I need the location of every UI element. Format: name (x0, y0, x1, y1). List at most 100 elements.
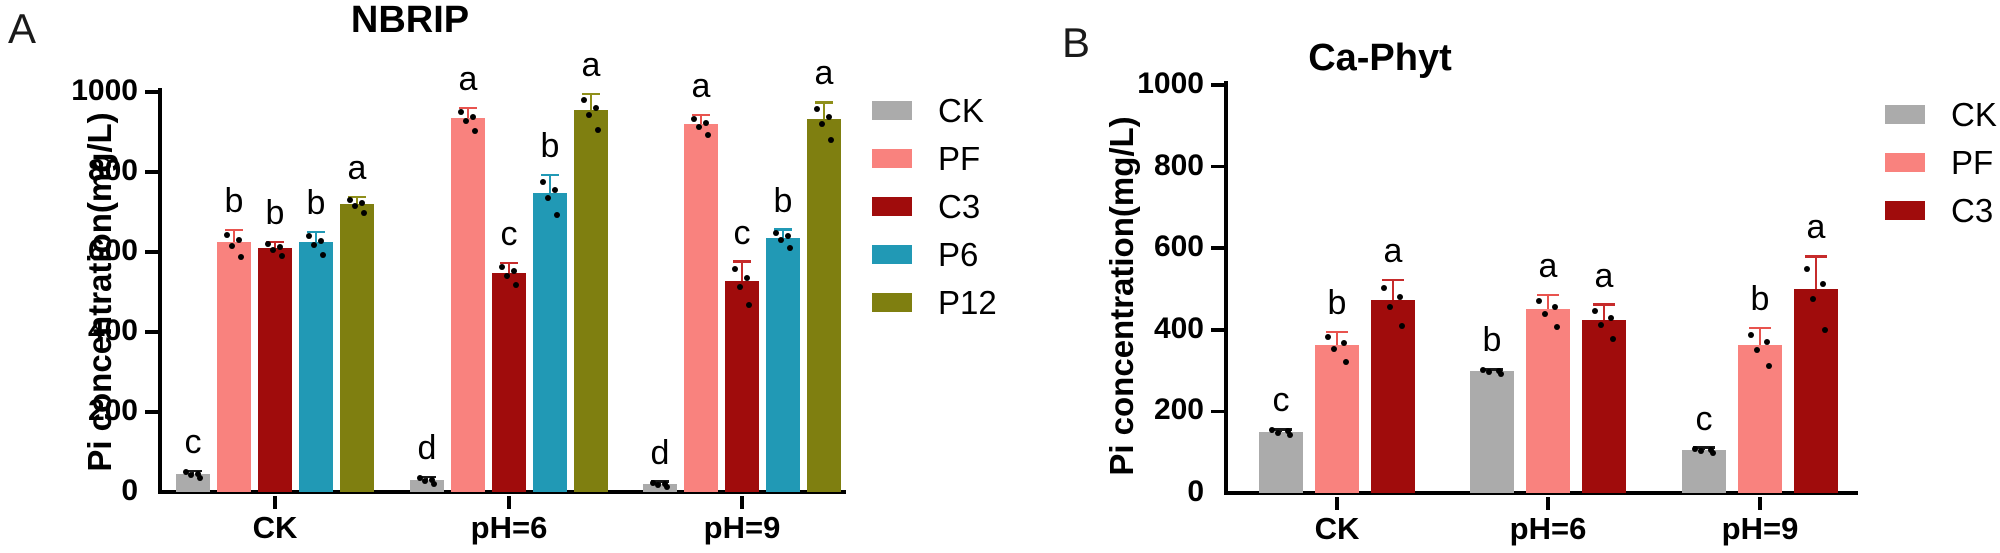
data-point-dot (458, 109, 465, 115)
bar-CK-C3 (258, 248, 292, 492)
legend-label: C3 (938, 187, 981, 225)
data-point-dot (269, 246, 276, 253)
data-point-dot (736, 283, 743, 290)
x-axis-line (1224, 491, 1858, 495)
significance-letter: a (1594, 256, 1614, 295)
data-point-dot (1598, 321, 1605, 328)
data-point-dot (1765, 363, 1772, 370)
data-point-dot (1707, 446, 1714, 453)
significance-letter: b (265, 194, 285, 232)
significance-letter: a (1806, 208, 1826, 247)
significance-letter: d (650, 433, 670, 472)
y-tick (1211, 328, 1224, 332)
data-point-dot (1754, 347, 1761, 354)
bar-pH=6-PF (1526, 309, 1570, 493)
error-bar-line (232, 230, 236, 242)
x-tick-label: pH=6 (1509, 511, 1587, 546)
error-bar-cap (774, 228, 792, 231)
legend-swatch-p12 (872, 292, 912, 312)
bar-pH=9-P6 (766, 237, 800, 492)
y-axis-line (158, 88, 162, 494)
error-bar-cap (1382, 278, 1404, 282)
legend-ca-phyt: CK PF C3 (1885, 90, 1997, 234)
bar-CK-PF (217, 242, 251, 492)
y-tick-label: 0 (121, 474, 138, 507)
data-point-dot (1331, 346, 1338, 353)
error-bar-line (589, 94, 593, 110)
error-bar-cap (1593, 303, 1615, 306)
data-point-dot (1398, 322, 1405, 329)
significance-letter: b (1327, 283, 1347, 322)
error-bar-line (1391, 280, 1395, 301)
data-point-dot (544, 195, 551, 202)
legend-swatch-c3 (872, 196, 912, 216)
y-tick (1211, 83, 1224, 87)
error-bar-cap (1270, 428, 1292, 431)
significance-letter: d (417, 428, 437, 467)
bar-pH=9-CK (643, 484, 677, 492)
data-point-dot (552, 187, 559, 194)
bar-pH=9-C3 (725, 280, 759, 492)
data-point-dot (814, 106, 821, 113)
legend-swatch-p6 (872, 244, 912, 264)
data-point-dot (503, 272, 510, 279)
x-tick (1546, 497, 1550, 510)
x-tick (1758, 497, 1762, 510)
error-bar-line (699, 115, 703, 124)
error-bar-cap (815, 101, 833, 104)
error-bar-cap (184, 469, 202, 473)
data-point-dot (429, 476, 436, 483)
legend-item-p6: P6 (872, 230, 997, 278)
data-point-dot (511, 268, 518, 275)
y-tick-label: 600 (87, 234, 138, 267)
error-bar-cap (1481, 368, 1503, 371)
error-bar-cap (500, 261, 518, 265)
data-point-dot (662, 480, 669, 487)
data-point-dot (1551, 304, 1558, 311)
data-point-dot (1340, 340, 1347, 347)
data-point-dot (359, 199, 366, 206)
data-point-dot (1396, 294, 1403, 301)
y-tick (1211, 246, 1224, 250)
legend-swatch-ck (1885, 104, 1925, 124)
y-tick (145, 330, 158, 334)
significance-letter: a (1383, 232, 1403, 271)
data-point-dot (421, 477, 428, 484)
significance-letter: c (184, 422, 202, 461)
legend-label: P12 (938, 283, 997, 321)
bar-pH=9-C3 (1794, 289, 1838, 493)
data-point-dot (1536, 297, 1543, 304)
error-bar-line (822, 102, 826, 120)
bar-pH=6-P6 (533, 192, 567, 492)
data-point-dot (236, 237, 243, 244)
legend-item-pf: PF (872, 134, 997, 182)
error-bar-line (1602, 304, 1606, 321)
significance-letter: a (347, 148, 367, 187)
x-tick-label: pH=9 (1721, 511, 1799, 546)
data-point-dot (1381, 285, 1388, 292)
significance-letter: a (581, 46, 601, 84)
data-point-dot (785, 233, 792, 240)
error-bar-line (1335, 331, 1339, 346)
data-point-dot (417, 475, 424, 482)
data-point-dot (732, 266, 739, 273)
x-tick (273, 496, 277, 509)
chart-title-nbrip: NBRIP (350, 0, 470, 41)
data-point-dot (695, 123, 702, 130)
y-tick-label: 600 (1153, 230, 1204, 264)
legend-item-ck: CK (872, 86, 997, 134)
data-point-dot (1325, 334, 1332, 341)
y-tick (145, 410, 158, 414)
error-bar-cap (459, 106, 477, 110)
data-point-dot (1286, 431, 1293, 438)
data-point-dot (195, 470, 202, 477)
data-point-dot (1748, 331, 1755, 338)
data-point-dot (744, 274, 751, 281)
bar-pH=9-PF (1738, 344, 1782, 493)
significance-letter: b (306, 184, 326, 222)
legend-item-pf: PF (1885, 138, 1997, 186)
data-point-dot (1275, 429, 1282, 436)
y-tick-label: 1000 (1137, 67, 1204, 100)
data-point-dot (1698, 447, 1705, 454)
